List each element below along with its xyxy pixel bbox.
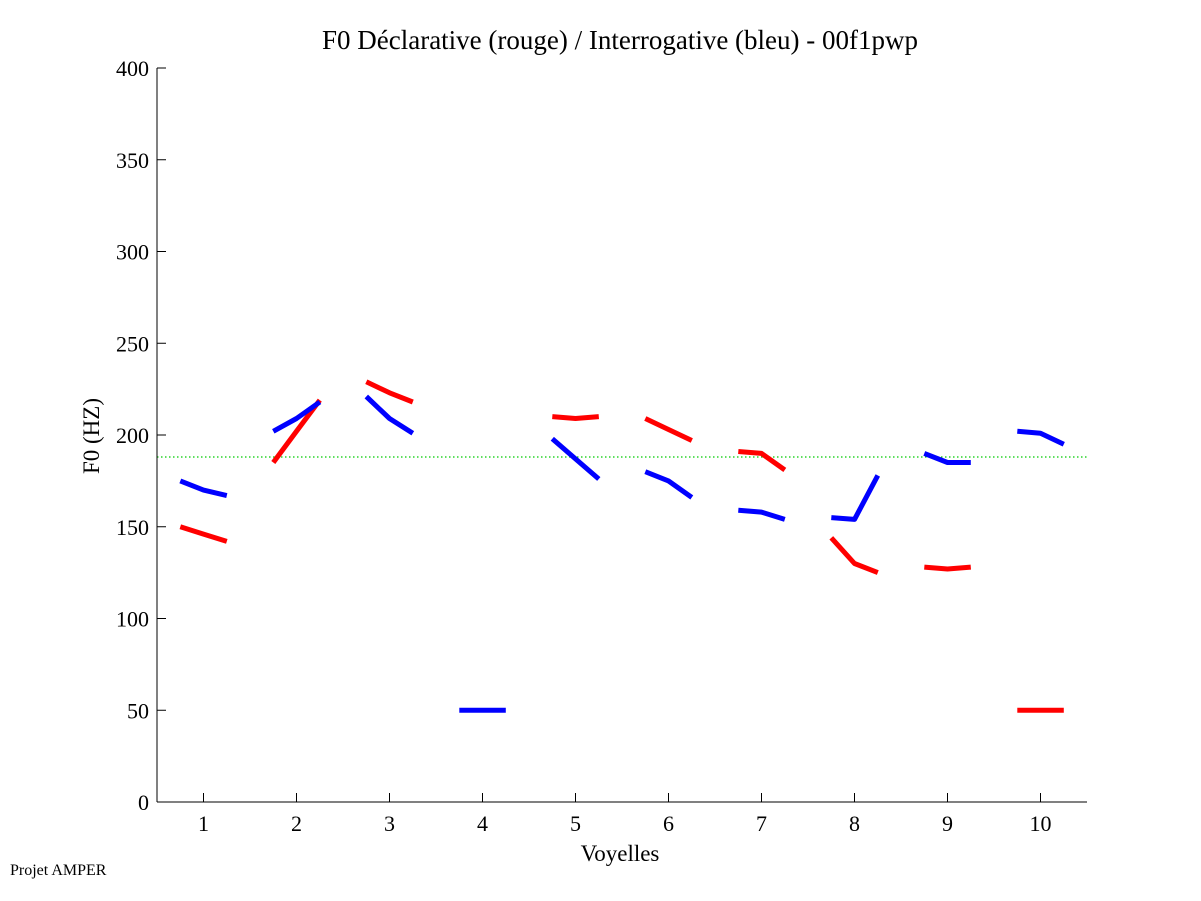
f0-segment-vowel-6 (644, 416, 693, 443)
f0-segment-vowel-5 (550, 436, 601, 481)
tick-labels: 0 50 100 150 200 250 300 350 400 1 2 3 4 5 6 7 8 9 10 (116, 56, 1052, 836)
f0-segment-vowel-8 (829, 536, 879, 575)
x-tick-label: 6 (663, 811, 674, 836)
y-tick-label: 250 (116, 331, 149, 356)
x-tick-label: 10 (1030, 811, 1052, 836)
x-tick-label: 1 (198, 811, 209, 836)
x-tick-label: 4 (477, 811, 488, 836)
f0-segment-vowel-3 (364, 394, 415, 436)
y-tick-label: 400 (116, 56, 149, 81)
f0-segment-vowel-7 (738, 449, 787, 472)
x-tick-label: 8 (849, 811, 860, 836)
y-tick-label: 50 (127, 698, 149, 723)
y-tick-label: 150 (116, 515, 149, 540)
x-tick-label: 5 (570, 811, 581, 836)
series-interrogative (179, 394, 1065, 713)
y-tick-label: 100 (116, 607, 149, 632)
axes (156, 67, 1087, 803)
f0-segment-vowel-2 (272, 399, 322, 434)
y-tick-label: 300 (116, 240, 149, 265)
x-axis-label: Voyelles (581, 841, 660, 866)
x-tick-label: 7 (756, 811, 767, 836)
f0-segment-vowel-6 (644, 469, 694, 500)
x-tick-label: 9 (942, 811, 953, 836)
f0-segment-vowel-1 (179, 524, 228, 544)
chart-title: F0 Déclarative (rouge) / Interrogative (… (322, 25, 918, 55)
x-tick-label: 3 (384, 811, 395, 836)
f0-segment-vowel-7 (738, 507, 786, 522)
f0-segment-vowel-9 (923, 451, 971, 465)
f0-segment-vowel-9 (924, 564, 972, 572)
f0-segment-vowel-10 (1017, 428, 1065, 447)
f0-segment-vowel-1 (179, 478, 228, 499)
f0-segment-vowel-5 (552, 414, 600, 421)
y-tick-label: 0 (138, 790, 149, 815)
series-declarative (179, 379, 1064, 713)
series-layer (179, 379, 1065, 713)
y-tick-label: 200 (116, 423, 149, 448)
f0-segment-vowel-3 (365, 379, 414, 405)
y-tick-label: 350 (116, 148, 149, 173)
y-axis-label: F0 (HZ) (79, 398, 104, 474)
f0-segment-vowel-8 (831, 474, 881, 522)
x-tick-label: 2 (291, 811, 302, 836)
footer-credit: Projet AMPER (10, 862, 107, 879)
